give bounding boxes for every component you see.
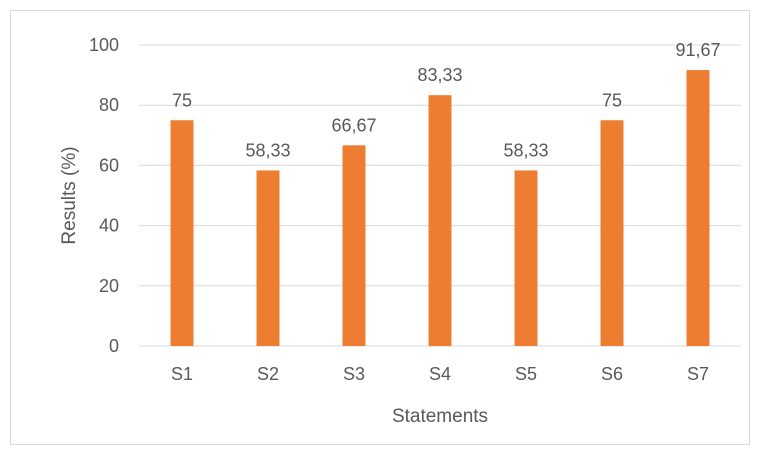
bar-s6: [600, 120, 624, 346]
y-tick-label: 0: [109, 336, 119, 356]
bar-s3: [342, 145, 366, 346]
data-label-s1: 75: [172, 90, 192, 110]
data-label-s4: 83,33: [417, 65, 462, 85]
y-axis-ticks: 0 20 40 60 80 100: [89, 35, 119, 356]
data-label-s6: 75: [602, 90, 622, 110]
data-label-s3: 66,67: [331, 115, 376, 135]
x-tick-label-s1: S1: [171, 364, 193, 384]
x-tick-label-s5: S5: [515, 364, 537, 384]
x-axis-title: Statements: [392, 406, 488, 427]
x-tick-label-s6: S6: [601, 364, 623, 384]
bar-s2: [256, 170, 280, 346]
bars: [170, 70, 710, 346]
x-tick-label-s4: S4: [429, 364, 451, 384]
data-labels: 75 58,33 66,67 83,33 58,33 75 91,67: [172, 40, 721, 160]
bar-s1: [170, 120, 194, 346]
y-axis-title: Results (%): [59, 146, 80, 244]
y-tick-label: 20: [99, 276, 119, 296]
bar-chart: 0 20 40 60 80 100 75 58,33 66,67 83,33 58,33 75 91,…: [59, 35, 741, 427]
x-tick-label-s7: S7: [687, 364, 709, 384]
x-tick-label-s3: S3: [343, 364, 365, 384]
data-label-s5: 58,33: [503, 140, 548, 160]
bar-s5: [514, 170, 538, 346]
chart-frame: 0 20 40 60 80 100 75 58,33 66,67 83,33 58,33 75 91,…: [10, 10, 750, 445]
y-tick-label: 100: [89, 35, 119, 55]
y-tick-label: 80: [99, 95, 119, 115]
y-tick-label: 60: [99, 155, 119, 175]
x-tick-label-s2: S2: [257, 364, 279, 384]
data-label-s2: 58,33: [245, 140, 290, 160]
data-label-s7: 91,67: [675, 40, 720, 60]
y-tick-label: 40: [99, 216, 119, 236]
x-axis-ticks: S1 S2 S3 S4 S5 S6 S7: [171, 364, 709, 384]
bar-s7: [686, 70, 710, 346]
bar-s4: [428, 95, 452, 346]
